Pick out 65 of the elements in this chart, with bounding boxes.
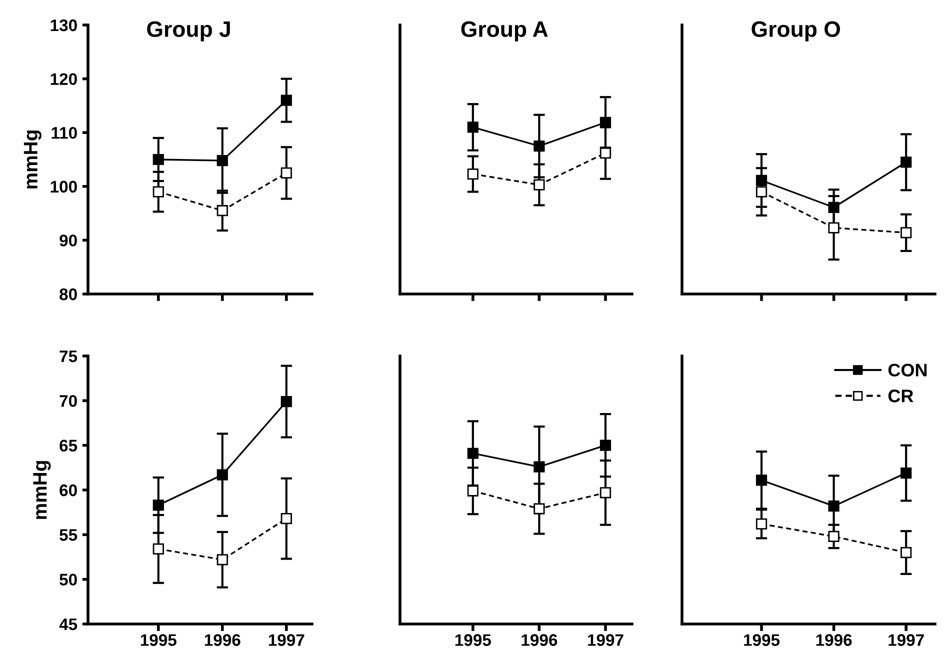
point <box>900 546 912 558</box>
x-tick-label: 1997 <box>268 634 304 646</box>
x-tick-label: 1997 <box>888 634 924 646</box>
y-tick-label: 100 <box>50 180 77 193</box>
chart-title: Group J <box>147 21 230 42</box>
y-tick-label: 70 <box>60 395 77 407</box>
point <box>216 155 228 166</box>
point <box>467 485 478 496</box>
y-tick-label: 45 <box>59 618 78 630</box>
point <box>467 448 478 459</box>
point <box>216 554 228 566</box>
point <box>534 503 545 514</box>
point <box>900 156 912 168</box>
point <box>280 94 292 106</box>
y-tick-label: 65 <box>60 440 78 452</box>
y-axis-title: mmHg <box>33 461 51 519</box>
y-tick-label: 110 <box>52 127 77 139</box>
point <box>216 205 228 216</box>
point <box>828 530 840 542</box>
point <box>600 487 612 498</box>
point <box>216 469 228 480</box>
y-tick-label: 90 <box>60 234 77 246</box>
point <box>828 500 840 512</box>
x-tick-label: 1996 <box>522 634 558 646</box>
x-tick-label: 1996 <box>204 634 240 646</box>
point <box>534 461 545 472</box>
legend-label: CON <box>888 364 927 376</box>
x-tick-label: 1997 <box>588 634 624 646</box>
point <box>828 222 840 234</box>
x-tick-label: 1995 <box>744 634 780 646</box>
chart-title: Group A <box>461 21 548 42</box>
point <box>152 186 164 198</box>
point <box>152 543 164 555</box>
y-tick-label: 75 <box>60 350 78 362</box>
point <box>534 140 545 152</box>
point <box>280 513 292 524</box>
chart-title: Group O <box>752 21 840 42</box>
point <box>600 440 612 451</box>
y-tick-label: 130 <box>50 19 77 32</box>
point <box>280 396 292 408</box>
x-tick-label: 1996 <box>816 634 852 646</box>
point <box>756 518 768 530</box>
y-tick-label: 60 <box>60 484 77 496</box>
y-tick-label: 55 <box>60 529 78 541</box>
x-tick-label: 1995 <box>455 634 491 646</box>
y-tick-label: 50 <box>60 574 77 586</box>
point <box>152 154 164 166</box>
point <box>900 467 912 479</box>
y-tick-label: 80 <box>60 288 77 300</box>
point <box>828 202 840 213</box>
point <box>900 227 912 238</box>
point <box>600 116 612 128</box>
x-tick-label: 1995 <box>140 634 176 646</box>
point <box>600 147 612 159</box>
y-tick-label: 120 <box>50 73 77 86</box>
point <box>756 186 768 198</box>
point <box>756 174 768 186</box>
point <box>152 500 164 511</box>
point <box>280 167 292 179</box>
point <box>467 168 478 180</box>
legend-label: CR <box>888 390 914 402</box>
y-axis-title: mmHg <box>24 130 42 188</box>
point <box>756 474 768 486</box>
point <box>534 179 545 190</box>
point <box>467 122 478 133</box>
